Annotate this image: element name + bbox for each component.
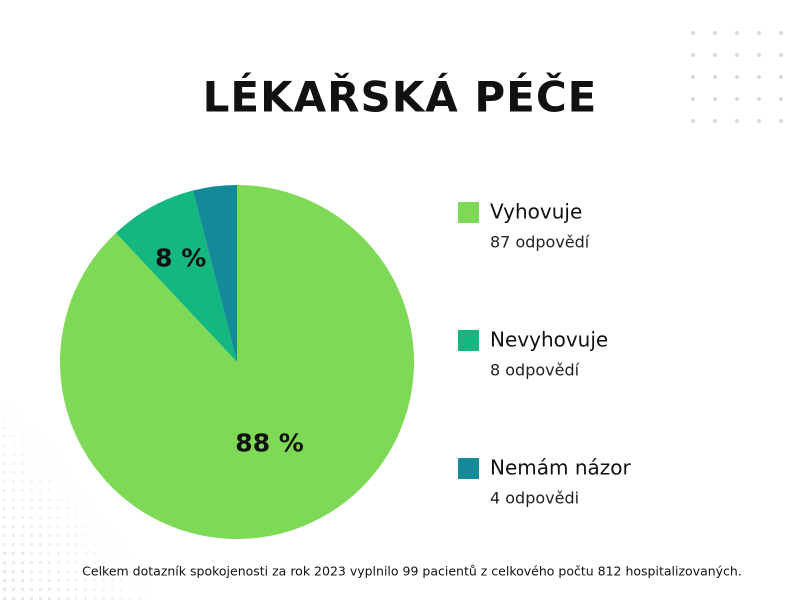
slice-label: 88 % xyxy=(235,428,304,457)
slice-label: 8 % xyxy=(155,244,206,273)
footnote: Celkem dotazník spokojenosti za rok 2023… xyxy=(82,564,742,579)
legend-note: 87 odpovědí xyxy=(490,233,590,252)
legend-note: 8 odpovědí xyxy=(490,361,580,380)
legend-swatch xyxy=(458,202,479,223)
legend-name: Nevyhovuje xyxy=(490,328,608,352)
pie-slice xyxy=(59,185,415,539)
pie-slice xyxy=(115,190,237,362)
legend-note: 4 odpovědi xyxy=(490,489,579,508)
chart-title: LÉKAŘSKÁ PÉČE xyxy=(203,72,598,122)
legend-name: Vyhovuje xyxy=(490,200,582,224)
decor-dots xyxy=(688,14,798,126)
legend-swatch xyxy=(458,458,479,479)
legend-name: Nemám názor xyxy=(490,456,632,480)
legend-swatch xyxy=(458,330,479,351)
pie-slice xyxy=(192,185,237,362)
